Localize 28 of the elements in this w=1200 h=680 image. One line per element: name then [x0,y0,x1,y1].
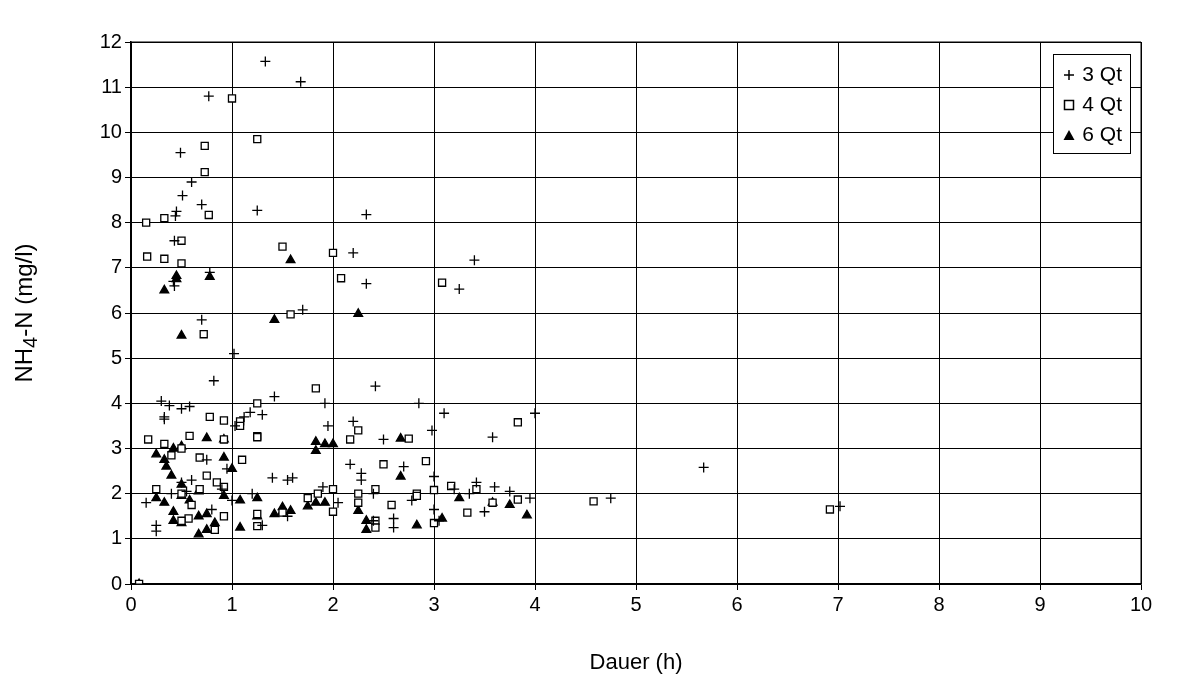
legend-label: 6 Qt [1082,122,1122,145]
y-tick-label: 6 [110,300,122,323]
y-tick-label: 2 [110,481,122,504]
x-tick-label: 3 [428,592,440,615]
x-tick-label: 6 [731,592,743,615]
x-tick-label: 1 [226,592,238,615]
y-tick-label: 10 [99,119,122,142]
x-axis-title: Dauer (h) [589,648,683,674]
y-tick-label: 11 [101,74,122,97]
x-tick-label: 7 [832,592,844,615]
y-tick-label: 4 [110,390,122,413]
x-tick-label: 0 [125,592,137,615]
x-tick-label: 9 [1034,592,1046,615]
y-tick-label: 8 [110,210,122,233]
legend-label: 4 Qt [1082,92,1122,115]
y-tick-label: 3 [110,436,122,459]
x-tick-label: 2 [327,592,339,615]
x-tick-label: 5 [630,592,642,615]
y-tick-label: 5 [110,345,122,368]
y-tick-label: 0 [110,571,122,594]
x-tick-label: 4 [529,592,541,615]
y-tick-label: 1 [110,526,122,549]
x-tick-label: 10 [1129,592,1153,615]
legend-label: 3 Qt [1082,62,1122,85]
x-tick-label: 8 [933,592,945,615]
y-tick-label: 7 [110,255,122,278]
y-tick-label: 9 [110,165,122,188]
y-tick-label: 12 [99,29,122,52]
